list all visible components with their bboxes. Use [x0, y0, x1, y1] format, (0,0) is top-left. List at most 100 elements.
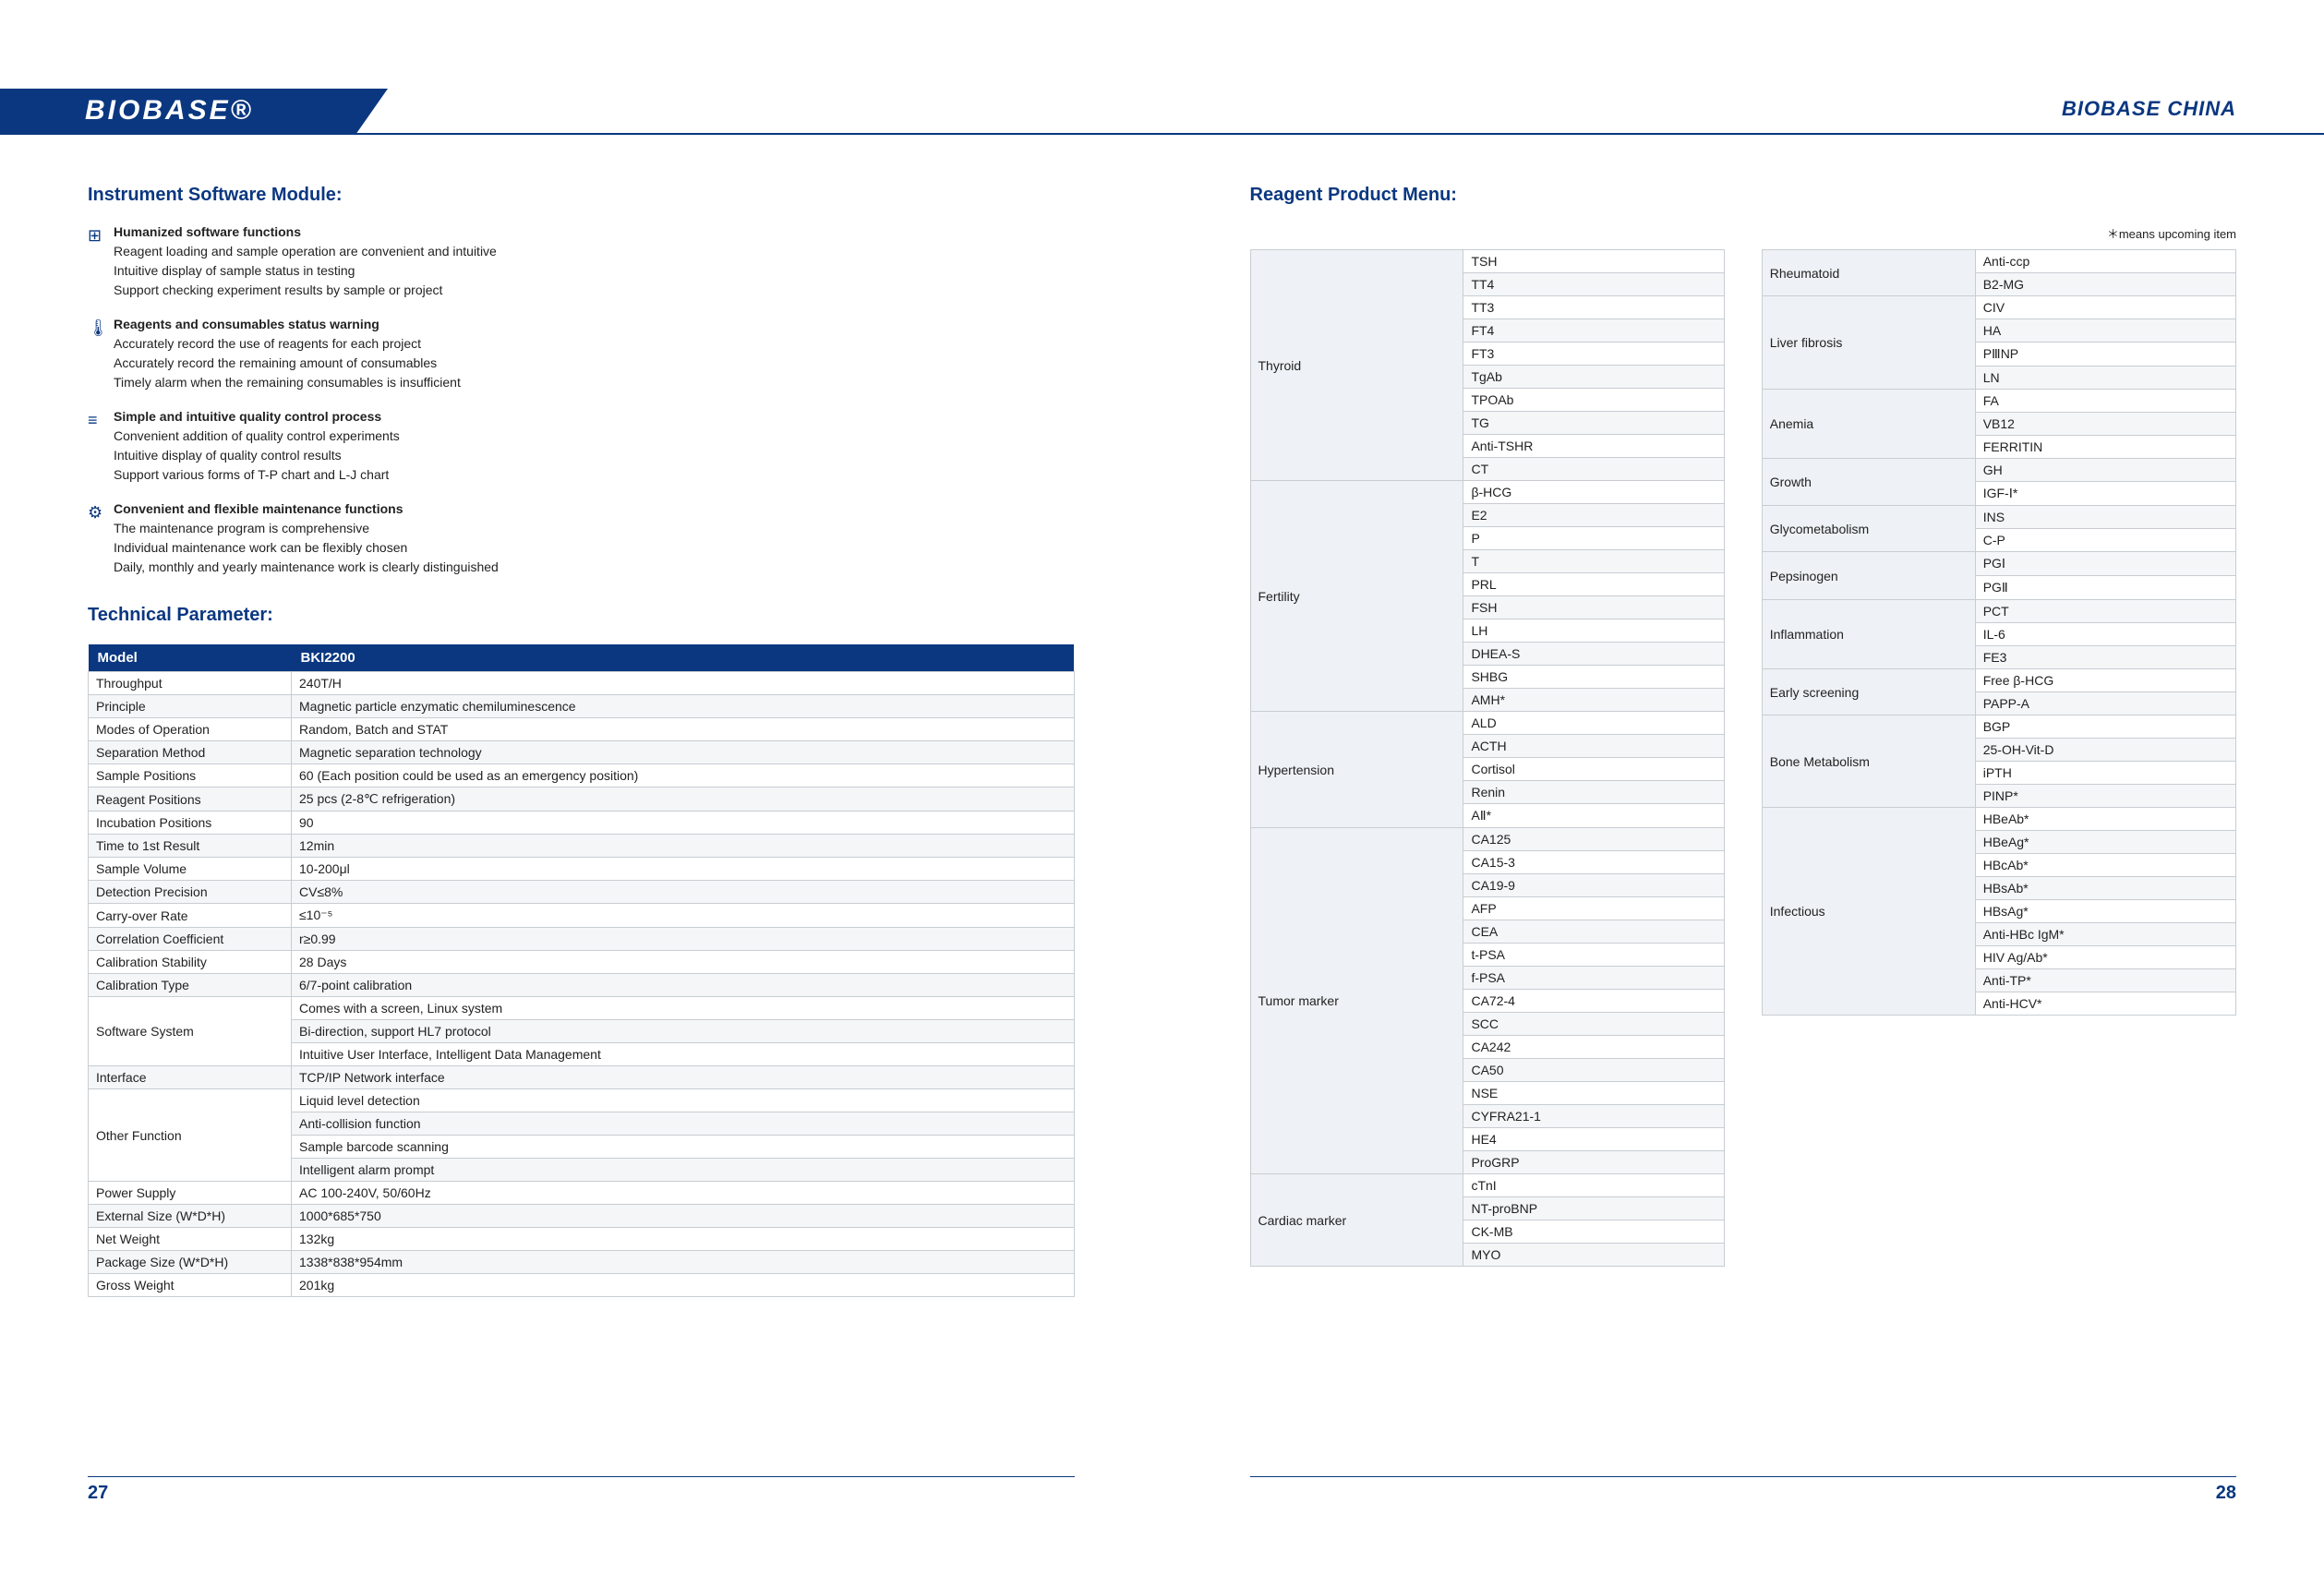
- reagent-item: IL-6: [1975, 623, 2235, 646]
- feature-line: Accurately record the remaining amount o…: [114, 354, 1075, 373]
- feature-body: Convenient and flexible maintenance func…: [114, 501, 1075, 577]
- table-row: HypertensionALD: [1250, 712, 1724, 735]
- reagent-item: Anti-HCV*: [1975, 992, 2235, 1016]
- reagent-columns: ThyroidTSHTT4TT3FT4FT3TgAbTPOAbTGAnti-TS…: [1250, 249, 2237, 1267]
- param-header-value: BKI2200: [292, 644, 1075, 672]
- param-value: 240T/H: [292, 672, 1075, 695]
- brand-logo: BIOBASE®: [85, 95, 254, 126]
- technical-parameter-section: Technical Parameter: Model BKI2200 Throu…: [88, 605, 1075, 1297]
- feature-icon: ≡: [88, 409, 114, 485]
- feature-icon: 🌡: [88, 317, 114, 392]
- section-title-reagent-menu: Reagent Product Menu:: [1250, 185, 2237, 206]
- reagent-item: TT3: [1463, 296, 1724, 319]
- reagent-category: Infectious: [1762, 808, 1975, 1016]
- page-number-left: 27: [88, 1483, 1075, 1504]
- table-row: Time to 1st Result12min: [89, 835, 1075, 858]
- feature-item: ⊞Humanized software functionsReagent loa…: [88, 224, 1075, 300]
- feature-title: Humanized software functions: [114, 224, 1075, 239]
- table-row: Gross Weight201kg: [89, 1274, 1075, 1297]
- section-title-software-module: Instrument Software Module:: [88, 185, 1075, 206]
- reagent-category: Cardiac marker: [1250, 1174, 1463, 1267]
- param-value: CV≤8%: [292, 881, 1075, 904]
- table-row: Power SupplyAC 100-240V, 50/60Hz: [89, 1182, 1075, 1205]
- param-label: Other Function: [89, 1089, 292, 1182]
- reagent-item: Cortisol: [1463, 758, 1724, 781]
- reagent-item: E2: [1463, 504, 1724, 527]
- footer-rule: [1250, 1476, 2237, 1477]
- param-label: Calibration Stability: [89, 951, 292, 974]
- reagent-item: t-PSA: [1463, 944, 1724, 967]
- param-value: Comes with a screen, Linux system: [292, 997, 1075, 1020]
- reagent-item: SHBG: [1463, 666, 1724, 689]
- table-row: Cardiac markercTnI: [1250, 1174, 1724, 1197]
- reagent-table-1: ThyroidTSHTT4TT3FT4FT3TgAbTPOAbTGAnti-TS…: [1250, 249, 1725, 1267]
- feature-title: Simple and intuitive quality control pro…: [114, 409, 1075, 424]
- reagent-note: ＊means upcoming item: [1250, 224, 2237, 242]
- reagent-item: BGP: [1975, 715, 2235, 739]
- reagent-category: Fertility: [1250, 481, 1463, 712]
- reagent-item: HA: [1975, 319, 2235, 343]
- reagent-item: PRL: [1463, 573, 1724, 596]
- reagent-item: AⅡ*: [1463, 804, 1724, 828]
- param-label: Incubation Positions: [89, 812, 292, 835]
- page-27: BIOBASE® Instrument Software Module: ⊞Hu…: [0, 0, 1162, 1587]
- reagent-item: CA242: [1463, 1036, 1724, 1059]
- reagent-item: AMH*: [1463, 689, 1724, 712]
- param-value: Sample barcode scanning: [292, 1136, 1075, 1159]
- reagent-item: TG: [1463, 412, 1724, 435]
- reagent-item: PGⅡ: [1975, 576, 2235, 600]
- footer-left: 27: [0, 1476, 1162, 1504]
- reagent-item: P: [1463, 527, 1724, 550]
- table-row: ThyroidTSH: [1250, 250, 1724, 273]
- reagent-category: Glycometabolism: [1762, 506, 1975, 552]
- table-row: Bone MetabolismBGP: [1762, 715, 2235, 739]
- feature-line: Intuitive display of quality control res…: [114, 446, 1075, 465]
- feature-body: Simple and intuitive quality control pro…: [114, 409, 1075, 485]
- param-label: Gross Weight: [89, 1274, 292, 1297]
- feature-list: ⊞Humanized software functionsReagent loa…: [88, 224, 1075, 577]
- reagent-item: TT4: [1463, 273, 1724, 296]
- feature-title: Convenient and flexible maintenance func…: [114, 501, 1075, 516]
- table-row: PrincipleMagnetic particle enzymatic che…: [89, 695, 1075, 718]
- feature-title: Reagents and consumables status warning: [114, 317, 1075, 331]
- reagent-item: HBcAb*: [1975, 854, 2235, 877]
- param-value: 28 Days: [292, 951, 1075, 974]
- param-value: Random, Batch and STAT: [292, 718, 1075, 741]
- table-row: GlycometabolismINS: [1762, 506, 2235, 529]
- param-label: External Size (W*D*H): [89, 1205, 292, 1228]
- param-label: Throughput: [89, 672, 292, 695]
- param-value: 25 pcs (2-8℃ refrigeration): [292, 787, 1075, 812]
- reagent-item: IGF-Ⅰ*: [1975, 482, 2235, 506]
- reagent-item: FSH: [1463, 596, 1724, 619]
- reagent-item: iPTH: [1975, 762, 2235, 785]
- table-row: Reagent Positions25 pcs (2-8℃ refrigerat…: [89, 787, 1075, 812]
- param-label: Reagent Positions: [89, 787, 292, 812]
- reagent-item: HBeAg*: [1975, 831, 2235, 854]
- param-value: Intuitive User Interface, Intelligent Da…: [292, 1043, 1075, 1066]
- param-label: Sample Positions: [89, 764, 292, 787]
- param-label: Software System: [89, 997, 292, 1066]
- table-row: Carry-over Rate≤10⁻⁵: [89, 904, 1075, 928]
- reagent-item: CA15-3: [1463, 851, 1724, 874]
- reagent-item: β-HCG: [1463, 481, 1724, 504]
- param-value: 201kg: [292, 1274, 1075, 1297]
- param-value: Magnetic separation technology: [292, 741, 1075, 764]
- table-row: Calibration Stability28 Days: [89, 951, 1075, 974]
- reagent-item: FT4: [1463, 319, 1724, 343]
- reagent-item: TSH: [1463, 250, 1724, 273]
- footer-right: 28: [1162, 1476, 2324, 1504]
- param-label: Detection Precision: [89, 881, 292, 904]
- feature-icon: ⚙: [88, 501, 114, 577]
- reagent-item: FE3: [1975, 646, 2235, 669]
- param-value: 1000*685*750: [292, 1205, 1075, 1228]
- reagent-category: Rheumatoid: [1762, 250, 1975, 296]
- technical-parameter-table: Model BKI2200 Throughput240T/HPrincipleM…: [88, 644, 1075, 1297]
- table-row: External Size (W*D*H)1000*685*750: [89, 1205, 1075, 1228]
- param-value: Anti-collision function: [292, 1112, 1075, 1136]
- feature-item: 🌡Reagents and consumables status warning…: [88, 317, 1075, 392]
- reagent-item: Anti-TP*: [1975, 969, 2235, 992]
- param-header-model: Model: [89, 644, 292, 672]
- table-row: Early screeningFree β-HCG: [1762, 669, 2235, 692]
- table-row: GrowthGH: [1762, 459, 2235, 482]
- reagent-item: ALD: [1463, 712, 1724, 735]
